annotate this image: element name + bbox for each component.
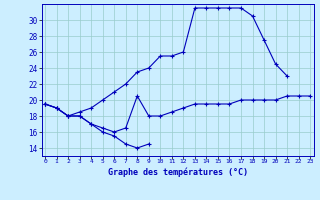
- X-axis label: Graphe des températures (°C): Graphe des températures (°C): [108, 167, 248, 177]
